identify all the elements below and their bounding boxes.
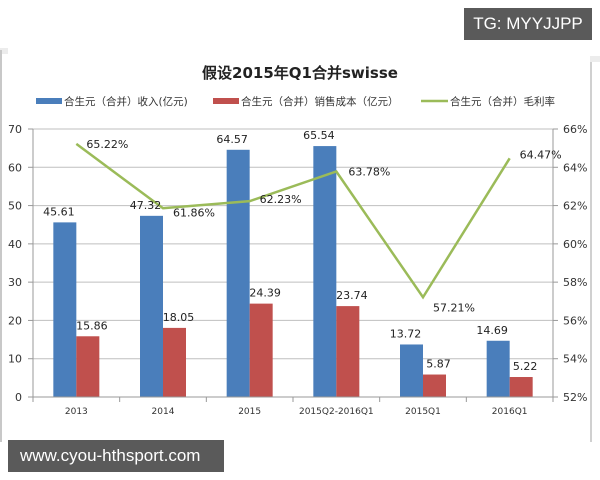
y2-tick-label: 62% — [563, 200, 587, 213]
y-tick-label: 50 — [8, 200, 22, 213]
y-tick-label: 10 — [8, 353, 22, 366]
legend-swatch-revenue — [36, 98, 62, 104]
x-tick-label: 2015Q2-2016Q1 — [299, 407, 374, 417]
y2-tick-label: 56% — [563, 314, 587, 327]
watermark-badge-url: www.cyou-hthsport.com — [8, 440, 224, 472]
data-label-revenue: 47.32 — [130, 199, 162, 212]
bar-revenue — [226, 149, 250, 397]
data-label-revenue: 13.72 — [390, 327, 422, 340]
data-label-margin: 63.78% — [348, 165, 390, 178]
watermark-badge-tg: TG: MYYJJPP — [464, 8, 592, 40]
line-series-margin — [75, 142, 511, 300]
data-label-cost: 5.87 — [426, 358, 451, 371]
bar-revenue — [313, 146, 337, 397]
y-tick-label: 0 — [15, 391, 22, 404]
data-label-margin: 61.86% — [173, 206, 215, 219]
data-label-revenue: 14.69 — [476, 324, 508, 337]
y-tick-label: 60 — [8, 161, 22, 174]
data-label-margin: 65.22% — [86, 138, 128, 151]
bar-revenue — [486, 340, 510, 397]
y-tick-label: 20 — [8, 314, 22, 327]
bar-cost — [163, 327, 186, 397]
bar-revenue — [400, 344, 423, 397]
legend-item-margin: 合生元（合并）毛利率 — [421, 95, 555, 108]
legend-item-revenue: 合生元（合并）收入(亿元) — [36, 95, 188, 108]
data-label-cost: 24.39 — [249, 287, 281, 300]
x-tick-label: 2013 — [65, 407, 88, 417]
bar-cost — [76, 336, 100, 397]
frame-corner — [590, 56, 600, 62]
y2-tick-label: 58% — [563, 276, 587, 289]
x-axis: 2013 2014 2015 2015Q2-2016Q1 2015Q1 2016Q1 — [32, 396, 554, 417]
data-label-cost: 18.05 — [163, 311, 195, 324]
y-axis-left: 0 10 20 30 40 50 60 70 — [8, 123, 34, 404]
chart-legend: 合生元（合并）收入(亿元) 合生元（合并）销售成本（亿元） 合生元（合并）毛利率 — [36, 95, 555, 108]
y-tick-label: 30 — [8, 276, 22, 289]
data-label-revenue: 65.54 — [303, 129, 335, 142]
data-label-cost: 23.74 — [336, 289, 368, 302]
data-label-margin: 57.21% — [433, 301, 475, 314]
x-tick-label: 2015Q1 — [405, 407, 441, 417]
x-tick-label: 2016Q1 — [492, 407, 528, 417]
data-label-margin: 62.23% — [260, 193, 302, 206]
y-tick-label: 40 — [8, 238, 22, 251]
data-labels: 45.61 47.32 64.57 65.54 13.72 14.69 15.86 18.05… — [43, 129, 562, 373]
y-axis-right: 52% 54% 56% 58% 60% 62% 64% 66% — [552, 123, 587, 404]
data-label-revenue: 45.61 — [43, 205, 75, 218]
data-label-cost: 5.22 — [513, 360, 538, 373]
legend-label-cost: 合生元（合并）销售成本（亿元） — [241, 95, 399, 108]
bar-cost — [423, 374, 446, 397]
frame-corner — [0, 48, 8, 54]
y2-tick-label: 64% — [563, 161, 587, 174]
y2-tick-label: 60% — [563, 238, 587, 251]
legend-swatch-cost — [213, 98, 239, 104]
data-label-cost: 15.86 — [76, 319, 108, 332]
chart-title: 假设2015年Q1合并swisse — [202, 64, 398, 82]
y2-tick-label: 52% — [563, 391, 587, 404]
bar-series — [53, 146, 533, 397]
data-label-margin: 64.47% — [520, 148, 562, 161]
bar-cost — [509, 377, 533, 397]
legend-label-margin: 合生元（合并）毛利率 — [450, 95, 555, 108]
bar-cost — [249, 303, 273, 397]
x-tick-label: 2014 — [152, 407, 175, 417]
frame-border-right — [590, 62, 592, 442]
bar-revenue — [140, 215, 163, 397]
bar-revenue — [53, 222, 77, 397]
y2-tick-label: 66% — [563, 123, 587, 136]
legend-label-revenue: 合生元（合并）收入(亿元) — [64, 95, 188, 108]
legend-item-cost: 合生元（合并）销售成本（亿元） — [213, 95, 399, 108]
bar-cost — [336, 306, 360, 397]
margin-line — [75, 142, 511, 300]
y2-tick-label: 54% — [563, 353, 587, 366]
data-label-revenue: 64.57 — [216, 133, 248, 146]
y-tick-label: 70 — [8, 123, 22, 136]
x-tick-label: 2015 — [238, 407, 261, 417]
gridlines — [33, 128, 553, 360]
frame-border-left — [0, 50, 2, 442]
